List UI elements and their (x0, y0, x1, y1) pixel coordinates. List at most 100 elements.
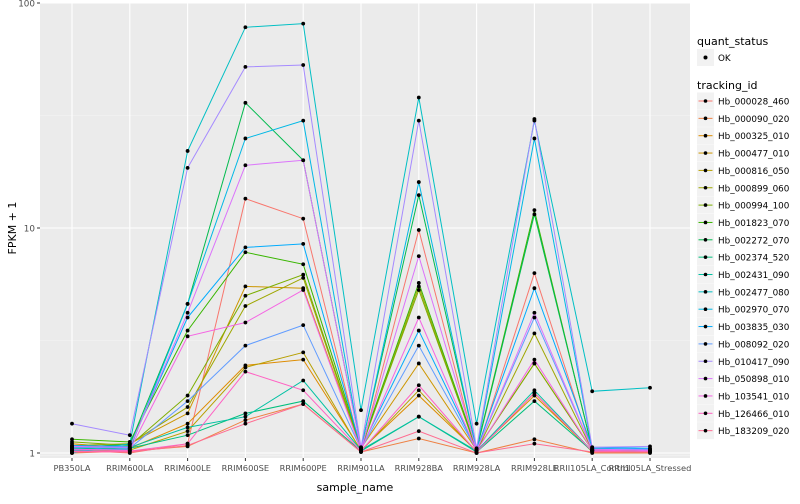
data-point (532, 399, 537, 404)
legend-label: Hb_002272_070 (718, 236, 790, 246)
x-tick-label: RRIM928LA (453, 463, 501, 473)
data-point (185, 328, 190, 333)
data-point (301, 388, 306, 393)
data-point (532, 310, 537, 315)
data-point (532, 212, 537, 217)
legend-label: Hb_000028_460 (718, 98, 790, 108)
data-point (301, 158, 306, 163)
x-axis: PB350LA RRIM600LA RRIM600LE RRIM600SE RRIM60… (53, 458, 691, 473)
legend-label: Hb_000899_060 (718, 184, 790, 194)
data-point (243, 64, 248, 69)
legend-label: Hb_183209_020 (718, 427, 790, 437)
x-tick-label: RRIM600SE (222, 463, 269, 473)
data-point (127, 433, 132, 438)
data-point (243, 304, 248, 308)
data-point (416, 343, 421, 348)
data-point (243, 365, 248, 370)
data-point (416, 383, 421, 388)
x-tick-label: RRIM600LE (164, 463, 211, 473)
data-point (416, 393, 421, 398)
legend-label: Hb_000994_100 (718, 202, 790, 212)
data-point (532, 441, 537, 446)
data-point (185, 315, 190, 320)
data-point (185, 433, 190, 438)
data-point (416, 429, 421, 434)
data-point (301, 216, 306, 221)
data-point (474, 421, 479, 426)
legend-label: Hb_010417_090 (718, 358, 790, 368)
grid-lines (40, 2, 690, 458)
x-tick-label: RRIM928LE (511, 463, 558, 473)
data-point (301, 272, 306, 277)
data-point (301, 241, 306, 246)
data-point (532, 271, 537, 276)
color-legend-title: tracking_id (697, 79, 758, 92)
data-point (243, 163, 248, 168)
data-point (301, 402, 306, 406)
data-point (185, 425, 190, 430)
legend-point-symbol (703, 394, 708, 398)
legend: quant_status OK tracking_id Hb_000028_46… (697, 35, 790, 440)
data-point (301, 21, 306, 26)
data-point (185, 149, 190, 153)
data-point (243, 320, 248, 325)
y-tick-label: 10 (24, 224, 36, 234)
data-point (185, 310, 190, 315)
data-point (416, 315, 421, 320)
data-point (185, 443, 190, 448)
data-point (590, 389, 595, 394)
data-point (243, 196, 248, 201)
data-point (648, 385, 652, 390)
data-point (185, 429, 190, 434)
data-point (416, 361, 421, 366)
data-point (532, 117, 537, 121)
data-point (648, 444, 652, 449)
x-tick-label: RRII105LA_Stressed (609, 463, 692, 473)
legend-point-symbol (703, 55, 708, 60)
data-point (532, 357, 537, 362)
data-point (416, 281, 421, 285)
data-point (185, 393, 190, 398)
legend-label: Hb_002970_070 (718, 306, 790, 316)
data-point (532, 361, 537, 366)
x-axis-label: sample_name (317, 481, 394, 494)
legend-point-symbol (703, 133, 708, 138)
data-point (243, 136, 248, 141)
data-point (416, 95, 421, 100)
data-point (301, 350, 306, 355)
legend-point-symbol (703, 203, 708, 207)
x-tick-label: RRII105LA_Control (554, 463, 631, 473)
legend-point-symbol (703, 255, 708, 259)
data-point (532, 286, 537, 291)
legend-label: Hb_003835_030 (718, 323, 790, 333)
data-point (185, 421, 190, 426)
data-point (243, 418, 248, 423)
legend-point-symbol (703, 185, 708, 190)
data-point (243, 284, 248, 289)
legend-point-symbol (703, 272, 708, 277)
data-point (648, 450, 652, 454)
data-point (301, 399, 306, 404)
data-point (243, 369, 248, 374)
x-tick-label: RRIM901LA (337, 463, 385, 473)
data-point (70, 437, 74, 442)
data-point (243, 250, 248, 255)
data-point (243, 293, 248, 298)
data-point (474, 451, 479, 455)
legend-point-symbol (703, 116, 708, 121)
data-point (185, 405, 190, 409)
data-point (416, 118, 421, 123)
data-point (416, 288, 421, 292)
legend-point-symbol (703, 307, 708, 312)
legend-point-symbol (703, 342, 708, 346)
legend-point-symbol (703, 290, 708, 294)
data-point (532, 390, 537, 395)
data-point (70, 421, 74, 426)
data-point (532, 315, 537, 320)
data-point (416, 414, 421, 419)
data-point (185, 399, 190, 404)
data-point (70, 450, 74, 454)
data-point (301, 63, 306, 67)
